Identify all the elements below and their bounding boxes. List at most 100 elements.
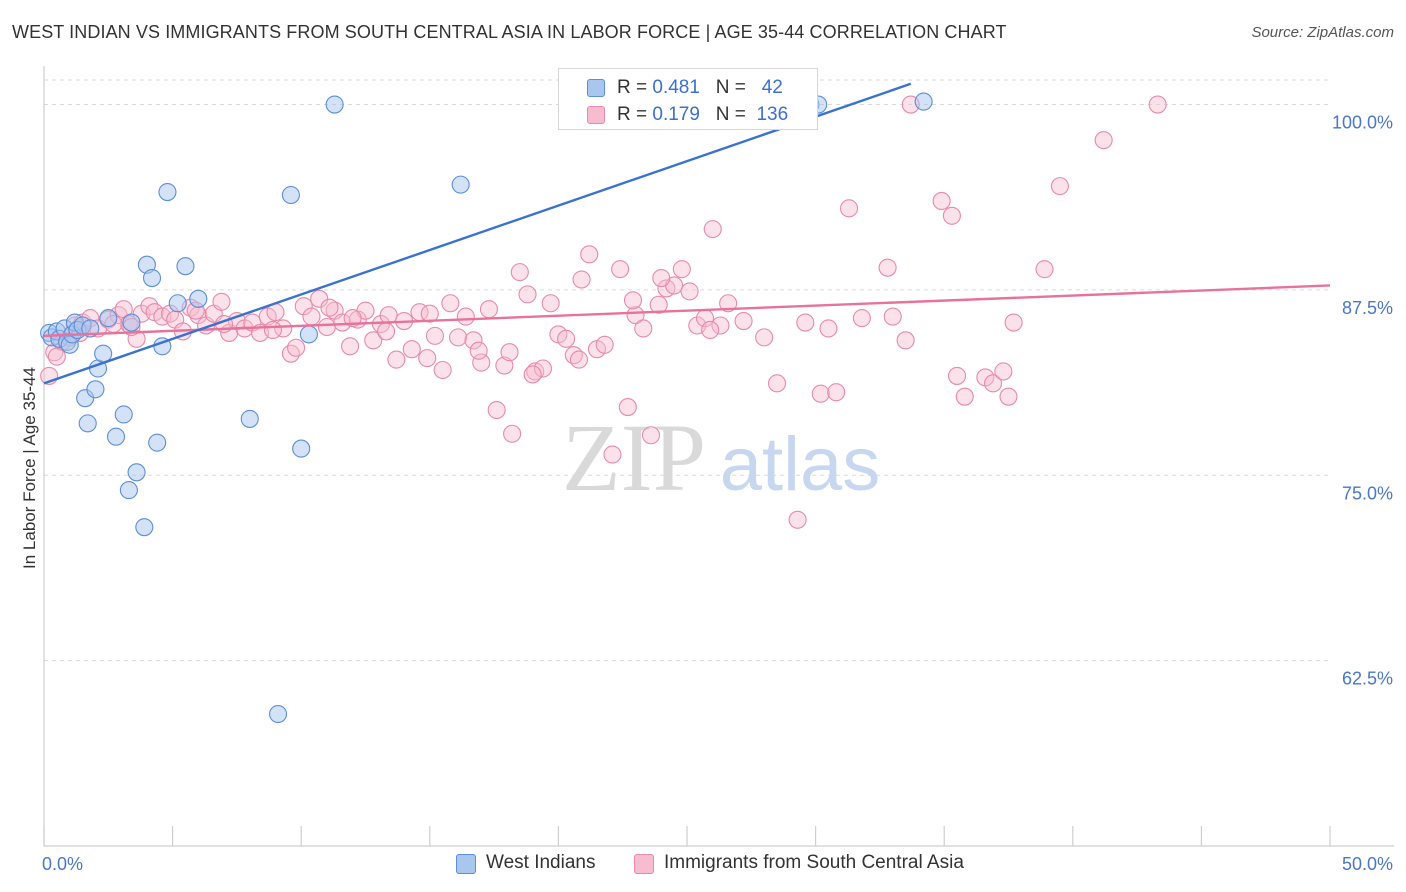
data-point-immigrants (999, 387, 1018, 406)
data-point-west-indians (176, 257, 195, 276)
data-point-immigrants (948, 366, 967, 385)
data-point-immigrants (652, 269, 671, 288)
data-point-immigrants (456, 307, 475, 326)
data-point-immigrants (595, 335, 614, 354)
data-point-immigrants (649, 295, 668, 314)
data-point-immigrants (495, 356, 514, 375)
data-point-immigrants (672, 260, 691, 279)
data-point-immigrants (767, 374, 787, 393)
data-point-immigrants (433, 360, 452, 380)
data-point-immigrants (572, 270, 591, 289)
chart-title: WEST INDIAN VS IMMIGRANTS FROM SOUTH CEN… (12, 22, 1007, 42)
data-point-immigrants (281, 344, 300, 363)
y-tick-label: 87.5% (1342, 298, 1393, 318)
data-point-immigrants (994, 362, 1013, 381)
data-point-immigrants (317, 317, 336, 337)
data-point-immigrants (839, 199, 859, 218)
x-tick-label: 50.0% (1342, 854, 1393, 874)
data-point-immigrants (1148, 95, 1167, 114)
data-point-immigrants (212, 292, 231, 311)
data-point-immigrants (932, 191, 951, 210)
data-point-immigrants (878, 258, 897, 277)
data-point-immigrants (703, 220, 722, 239)
trend-lines (43, 82, 1331, 385)
data-point-west-indians (106, 427, 126, 446)
data-point-west-indians (292, 439, 311, 458)
data-point-immigrants (618, 398, 637, 417)
data-point-immigrants (680, 282, 699, 301)
data-point-immigrants (294, 297, 313, 316)
data-point-west-indians (122, 313, 141, 332)
data-point-immigrants (343, 309, 362, 328)
legend-swatch-pink (587, 106, 605, 124)
data-point-immigrants (788, 510, 807, 529)
data-point-west-indians (148, 433, 167, 452)
data-point-immigrants (827, 383, 846, 402)
data-point-west-indians (158, 182, 177, 202)
data-point-immigrants (611, 260, 630, 279)
axes (43, 66, 1394, 847)
data-point-immigrants (518, 285, 537, 304)
data-point-immigrants (510, 263, 529, 282)
data-point-immigrants (734, 312, 753, 331)
data-point-immigrants (523, 365, 542, 384)
data-point-immigrants (425, 326, 444, 345)
data-point-immigrants (533, 359, 553, 378)
data-point-immigrants (479, 300, 499, 319)
data-point-immigrants (623, 291, 643, 310)
data-point-west-indians (299, 325, 318, 344)
legend-label: West Indians (486, 852, 596, 873)
legend-text: R = 0.481 N = 42 (617, 77, 783, 98)
gridlines (44, 79, 1330, 662)
data-point-immigrants (755, 328, 774, 347)
data-point-immigrants (541, 294, 560, 313)
data-point-immigrants (302, 307, 321, 326)
data-point-immigrants (287, 338, 306, 357)
data-point-immigrants (140, 297, 159, 316)
data-point-immigrants (883, 307, 902, 326)
data-point-immigrants (719, 294, 738, 313)
legend-label: Immigrants from South Central Asia (664, 852, 964, 873)
data-point-immigrants (569, 350, 589, 369)
data-point-immigrants (1035, 260, 1054, 279)
data-point-immigrants (487, 400, 506, 420)
data-point-immigrants (701, 320, 720, 340)
data-point-west-indians (269, 704, 288, 724)
data-point-immigrants (310, 289, 329, 308)
data-point-immigrants (469, 341, 488, 360)
data-point-immigrants (984, 374, 1003, 393)
data-point-immigrants (641, 426, 661, 445)
legend-text: R = 0.179 N = 136 (617, 104, 789, 125)
data-point-immigrants (955, 387, 974, 406)
data-point-west-indians (281, 185, 300, 205)
y-tick-label: 75.0% (1342, 483, 1393, 503)
data-point-immigrants (557, 329, 576, 348)
source-label: Source: ZipAtlas.com (1251, 24, 1394, 41)
x-tick-label: 0.0% (42, 854, 83, 874)
data-point-immigrants (377, 322, 396, 341)
data-point-immigrants (1050, 177, 1069, 196)
data-point-immigrants (580, 245, 599, 264)
data-point-immigrants (320, 298, 339, 317)
data-point-immigrants (387, 350, 406, 369)
data-point-immigrants (333, 313, 352, 332)
legend-swatch-blue (456, 854, 476, 874)
data-point-immigrants (896, 331, 915, 350)
data-point-immigrants (464, 331, 483, 350)
data-point-west-indians (189, 289, 208, 308)
data-point-west-indians (914, 92, 933, 111)
data-point-immigrants (341, 337, 360, 356)
data-point-immigrants (852, 309, 871, 328)
data-point-west-indians (119, 481, 138, 500)
data-point-west-indians (168, 294, 187, 313)
data-point-west-indians (240, 409, 259, 428)
data-point-immigrants (402, 340, 421, 359)
data-point-west-indians (86, 380, 105, 399)
watermark-atlas: atlas (720, 422, 881, 507)
data-point-immigrants (263, 320, 282, 340)
data-point-immigrants (634, 319, 653, 338)
trend-line-immigrants (43, 284, 1331, 338)
data-point-immigrants (127, 329, 146, 348)
correlation-legend: R = 0.481 N = 42 R = 0.179 N = 136 (558, 68, 818, 130)
